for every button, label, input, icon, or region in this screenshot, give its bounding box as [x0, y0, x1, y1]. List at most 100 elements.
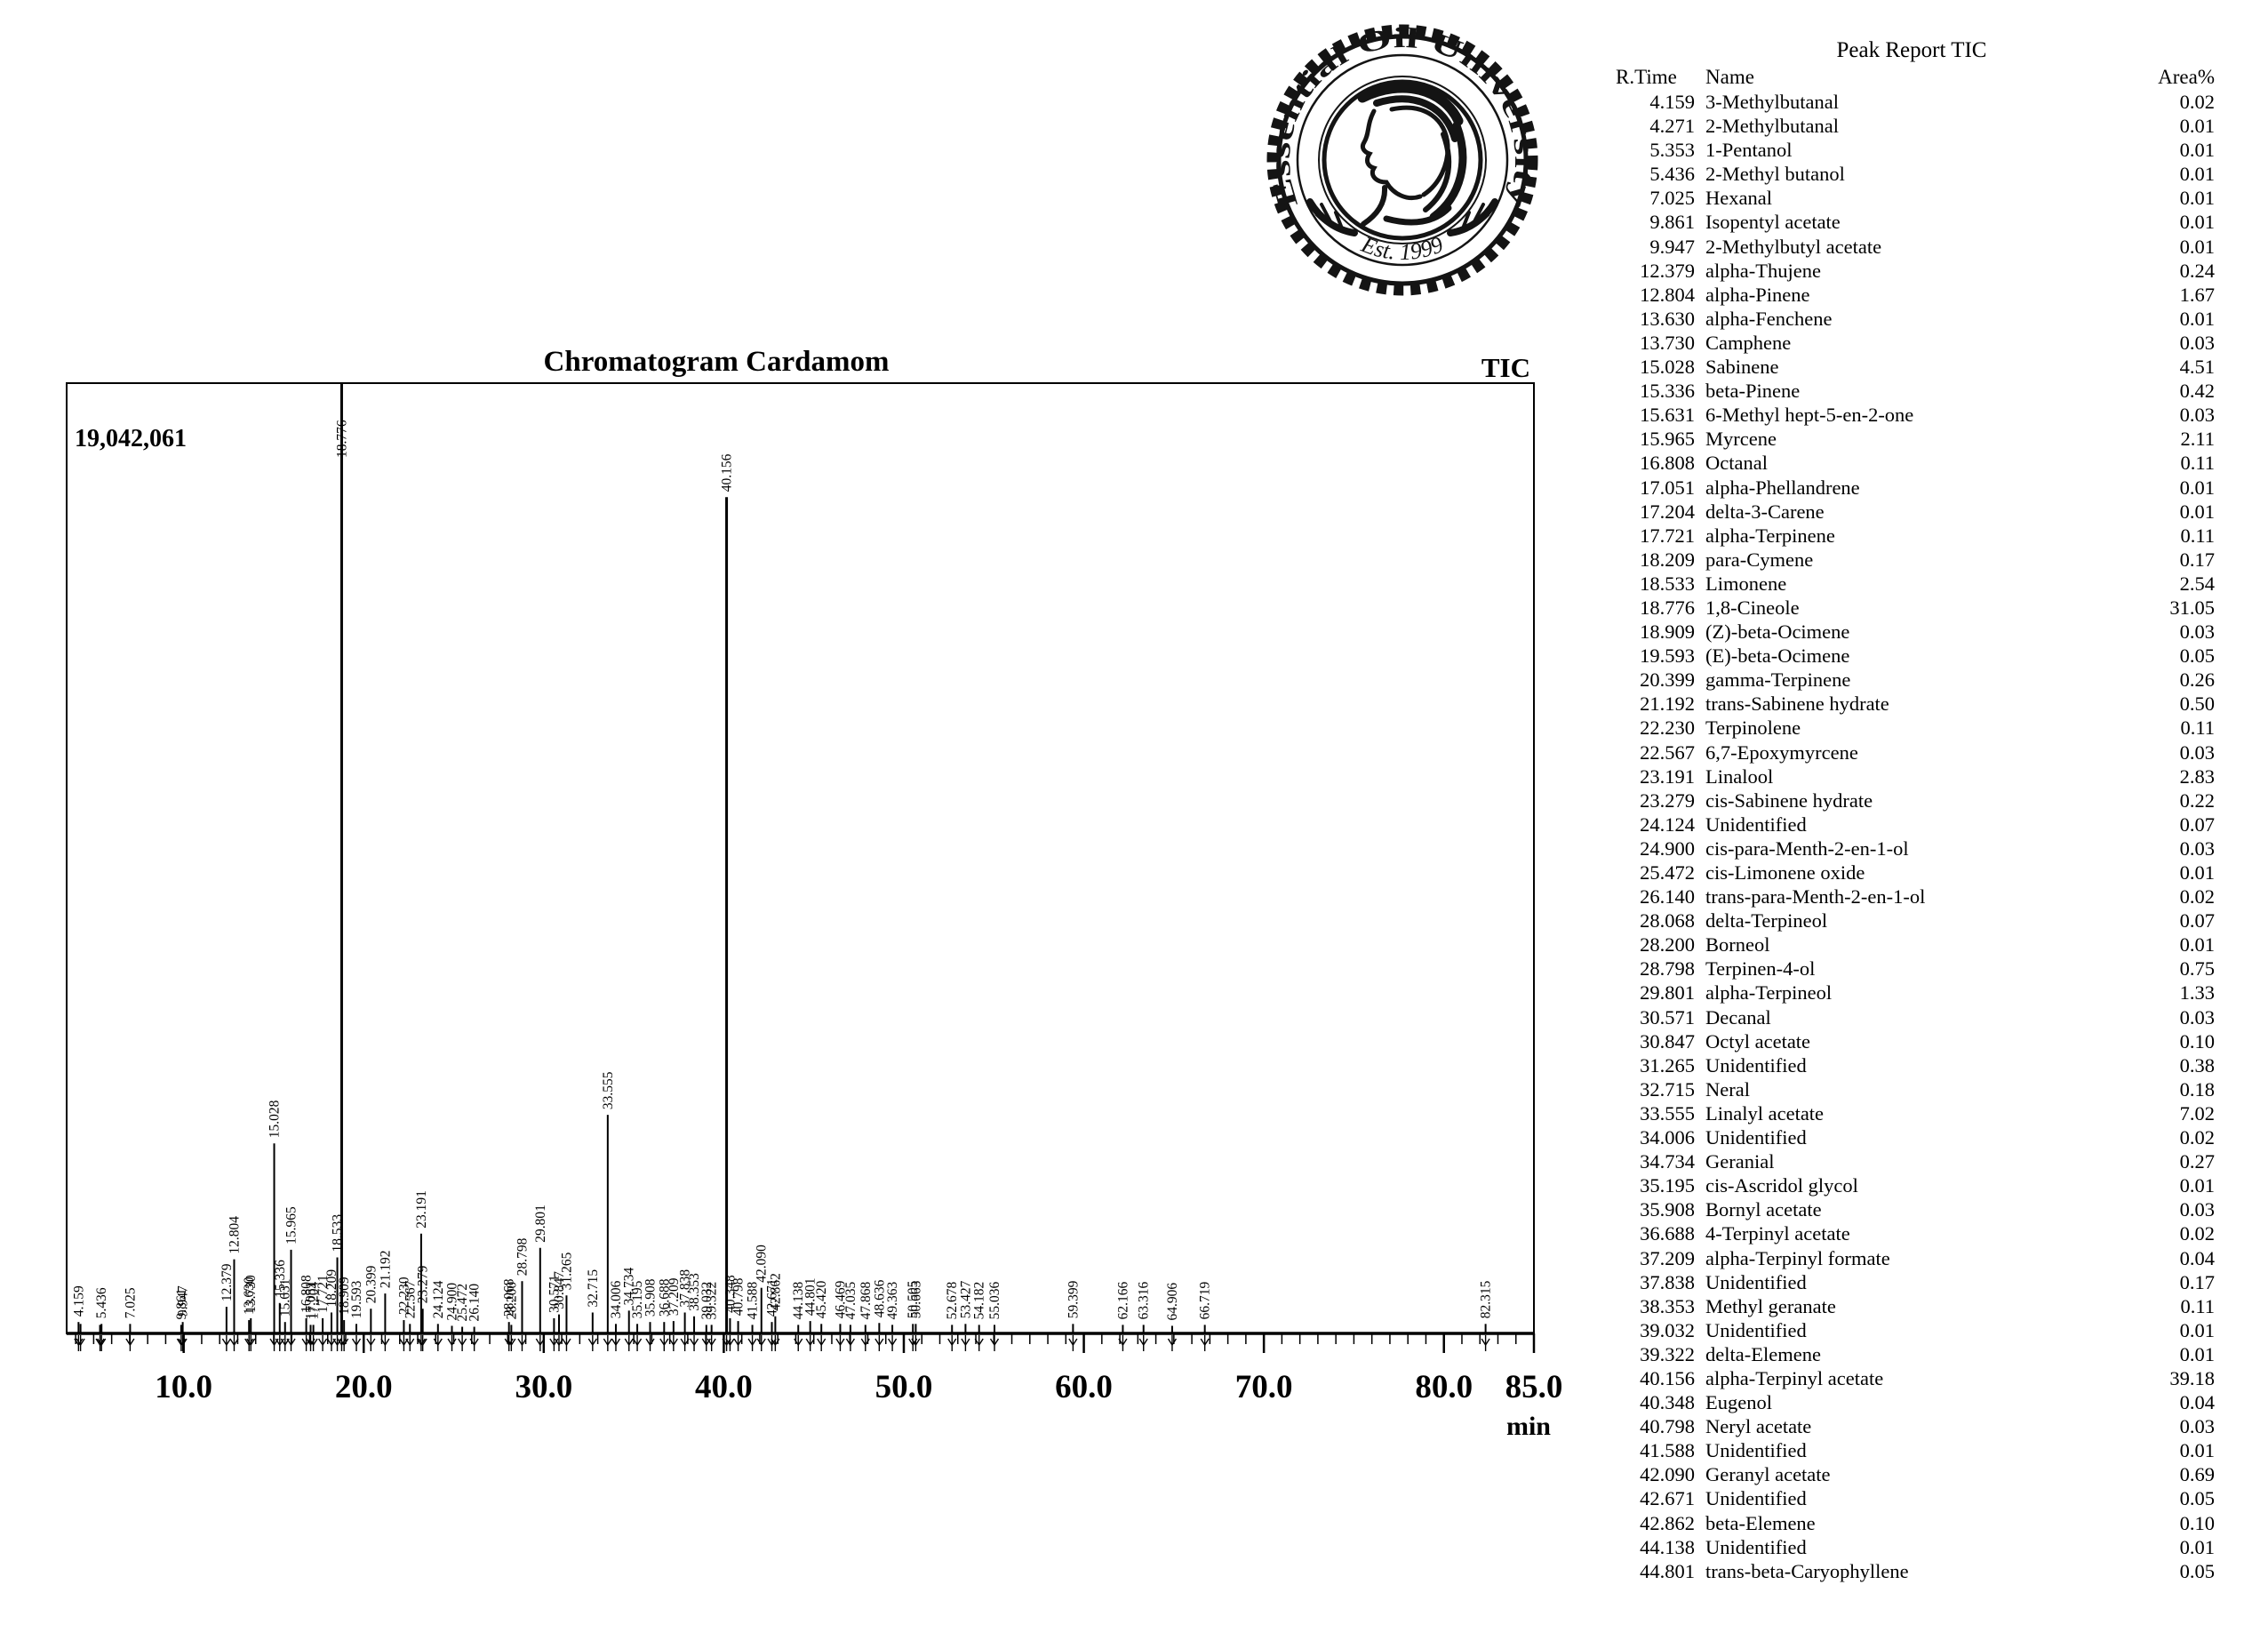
- cell-area: 0.05: [2179, 644, 2215, 668]
- peak-report-header: R.Time Name Area%: [1609, 64, 2215, 90]
- peak-report: Peak Report TIC R.Time Name Area% 4.159 3…: [1609, 37, 2215, 1583]
- cell-name: Octanal: [1705, 452, 1768, 475]
- peak-rt-label: 34.734: [622, 1267, 637, 1305]
- peak-rt-label: 25.472: [455, 1284, 470, 1322]
- peak-marker-arrow: [380, 1338, 390, 1347]
- peak-rt-label: 15.631: [278, 1279, 293, 1317]
- cell-name: Unidentified: [1705, 1126, 1807, 1149]
- x-axis-tick-label: 50.0: [875, 1369, 933, 1405]
- cell-name: gamma-Terpinene: [1705, 668, 1851, 692]
- cell-rtime: 4.271: [1649, 115, 1695, 138]
- cell-area: 0.03: [2179, 837, 2215, 860]
- x-axis-tick-label: 10.0: [155, 1369, 212, 1405]
- cell-area: 7.02: [2179, 1101, 2215, 1125]
- cell-name: Methyl geranate: [1705, 1294, 1836, 1317]
- peak-rt-label: 47.868: [858, 1282, 874, 1320]
- cell-name: (Z)-beta-Ocimene: [1705, 620, 1850, 644]
- logo-outer-ring: [1266, 24, 1538, 296]
- peak-rt-label: 52.678: [945, 1282, 960, 1320]
- cell-name: Myrcene: [1705, 428, 1777, 451]
- peak-marker-arrow: [1167, 1338, 1178, 1347]
- table-row: 33.555 Linalyl acetate 7.02: [1609, 1101, 2215, 1125]
- peak-rt-label: 48.636: [872, 1279, 887, 1317]
- cell-area: 39.18: [2169, 1366, 2215, 1389]
- peak-marker-arrow: [689, 1338, 699, 1347]
- peak-rt-label: 17.051: [304, 1282, 319, 1320]
- logo-portrait-woman-icon: [1357, 83, 1467, 227]
- peak-rt-label: 59.399: [1066, 1280, 1081, 1318]
- peak-rt-label: 30.847: [552, 1271, 567, 1309]
- peak-marker-arrow: [339, 1338, 349, 1347]
- peak-marker-arrow: [911, 1338, 921, 1347]
- peak-rt-label: 42.671: [765, 1279, 780, 1317]
- table-row: 13.730 Camphene 0.03: [1609, 331, 2215, 355]
- cell-area: 0.03: [2179, 620, 2215, 644]
- peak-rt-label: 15.965: [284, 1206, 299, 1245]
- x-axis-tick-label: 80.0: [1415, 1369, 1473, 1405]
- table-row: 42.862 beta-Elemene 0.10: [1609, 1511, 2215, 1535]
- cell-rtime: 23.279: [1640, 788, 1695, 812]
- peak-rt-label: 39.322: [705, 1282, 720, 1320]
- leaf-left-icon: [1306, 198, 1358, 236]
- table-row: 42.671 Unidentified 0.05: [1609, 1486, 2215, 1510]
- cell-rtime: 37.209: [1640, 1246, 1695, 1269]
- cell-name: Hexanal: [1705, 187, 1772, 210]
- cell-name: Limonene: [1705, 572, 1787, 595]
- cell-rtime: 28.068: [1640, 909, 1695, 933]
- cell-rtime: 18.209: [1640, 548, 1695, 571]
- table-row: 21.192 trans-Sabinene hydrate 0.50: [1609, 692, 2215, 716]
- cell-rtime: 9.861: [1649, 211, 1695, 234]
- peak-marker-arrow: [95, 1338, 105, 1347]
- peak-marker-arrow: [587, 1338, 597, 1347]
- peak-rt-label: 38.353: [687, 1273, 702, 1311]
- peak-marker-arrow: [659, 1338, 669, 1347]
- cell-area: 1.67: [2179, 283, 2215, 306]
- cell-rtime: 13.730: [1640, 331, 1695, 354]
- table-row: 9.861 Isopentyl acetate 0.01: [1609, 210, 2215, 234]
- cell-rtime: 39.322: [1640, 1342, 1695, 1365]
- peak-marker-arrow: [887, 1338, 898, 1347]
- cell-name: 6-Methyl hept-5-en-2-one: [1705, 404, 1914, 427]
- cell-area: 0.11: [2180, 524, 2215, 547]
- peak-marker-arrow: [632, 1338, 643, 1347]
- peak-marker-arrow: [405, 1338, 415, 1347]
- cell-name: Unidentified: [1705, 1439, 1807, 1462]
- cell-name: Terpinolene: [1705, 716, 1801, 740]
- cell-rtime: 15.631: [1640, 404, 1695, 427]
- cell-name: Neryl acetate: [1705, 1415, 1812, 1438]
- peak-rt-label: 24.900: [445, 1283, 460, 1321]
- cell-area: 0.01: [2179, 1535, 2215, 1558]
- table-row: 38.353 Methyl geranate 0.11: [1609, 1294, 2215, 1318]
- peak-rt-label: 37.838: [678, 1269, 693, 1308]
- cell-name: Linalool: [1705, 764, 1774, 788]
- peak-marker-arrow: [229, 1338, 239, 1347]
- peak-rt-label: 21.192: [378, 1250, 393, 1288]
- peak-marker-arrow: [874, 1338, 884, 1347]
- table-row: 20.399 gamma-Terpinene 0.26: [1609, 668, 2215, 692]
- cell-name: 4-Terpinyl acetate: [1705, 1222, 1850, 1245]
- cell-name: Eugenol: [1705, 1391, 1772, 1414]
- cell-area: 0.01: [2179, 139, 2215, 162]
- cell-area: 0.11: [2180, 716, 2215, 740]
- cell-area: 0.38: [2179, 1053, 2215, 1077]
- cell-rtime: 7.025: [1649, 187, 1695, 210]
- cell-area: 0.02: [2179, 885, 2215, 909]
- table-row: 37.209 alpha-Terpinyl formate 0.04: [1609, 1246, 2215, 1270]
- cell-area: 0.24: [2179, 259, 2215, 282]
- peak-marker-arrow: [433, 1338, 443, 1347]
- peak-marker-arrow: [771, 1338, 780, 1347]
- peak-marker-arrow: [317, 1338, 328, 1347]
- cell-name: Geranial: [1705, 1150, 1775, 1173]
- cell-name: alpha-Terpinene: [1705, 524, 1835, 547]
- table-row: 9.947 2-Methylbutyl acetate 0.01: [1609, 235, 2215, 259]
- peak-marker-arrow: [611, 1338, 621, 1347]
- cell-area: 4.51: [2179, 356, 2215, 379]
- cell-rtime: 31.265: [1640, 1053, 1695, 1077]
- cell-rtime: 35.195: [1640, 1174, 1695, 1197]
- cell-area: 2.54: [2179, 572, 2215, 595]
- peak-marker-arrow: [817, 1338, 827, 1347]
- cell-rtime: 17.051: [1640, 476, 1695, 499]
- cell-rtime: 30.571: [1640, 1005, 1695, 1029]
- cell-name: Neral: [1705, 1077, 1750, 1101]
